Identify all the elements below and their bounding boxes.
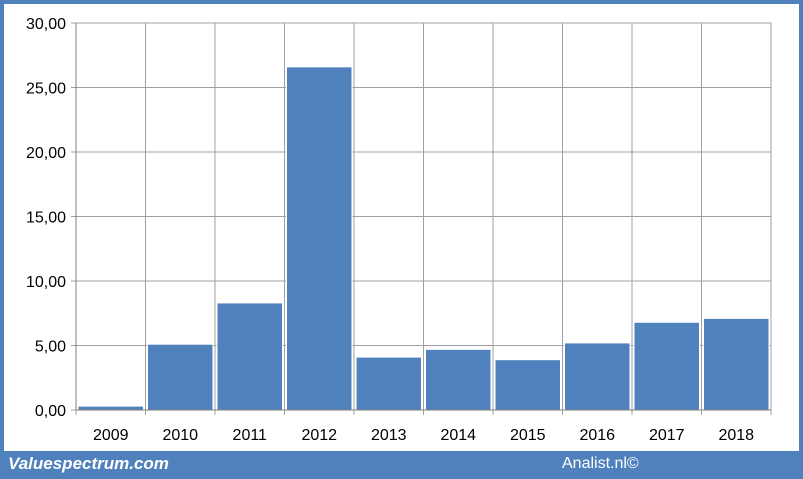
y-tick-label: 0,00	[35, 403, 66, 420]
y-tick-label: 5,00	[35, 339, 66, 356]
bar	[147, 343, 214, 411]
bar	[216, 302, 283, 411]
bar	[77, 405, 144, 411]
x-category-label: 2009	[93, 427, 129, 444]
x-category-label: 2010	[162, 427, 198, 444]
y-tick-label: 30,00	[26, 16, 66, 33]
x-category-label: 2018	[718, 427, 754, 444]
x-category-label: 2013	[371, 427, 407, 444]
bar	[703, 317, 770, 411]
x-category-label: 2016	[579, 427, 615, 444]
bar	[355, 356, 422, 411]
x-category-label: 2014	[440, 427, 476, 444]
bar	[286, 66, 353, 411]
bar	[425, 348, 492, 411]
bar	[633, 321, 700, 411]
x-category-label: 2017	[649, 427, 685, 444]
y-tick-label: 25,00	[26, 81, 66, 98]
x-category-label: 2015	[510, 427, 546, 444]
x-category-label: 2012	[301, 427, 337, 444]
y-tick-label: 10,00	[26, 274, 66, 291]
bar	[494, 359, 561, 411]
y-tick-label: 15,00	[26, 210, 66, 227]
footer-credit: Analist.nl©	[562, 455, 639, 472]
bar	[564, 342, 631, 411]
footer-brand[interactable]: Valuespectrum.com	[8, 454, 169, 473]
y-tick-label: 20,00	[26, 145, 66, 162]
x-category-label: 2011	[233, 427, 268, 444]
